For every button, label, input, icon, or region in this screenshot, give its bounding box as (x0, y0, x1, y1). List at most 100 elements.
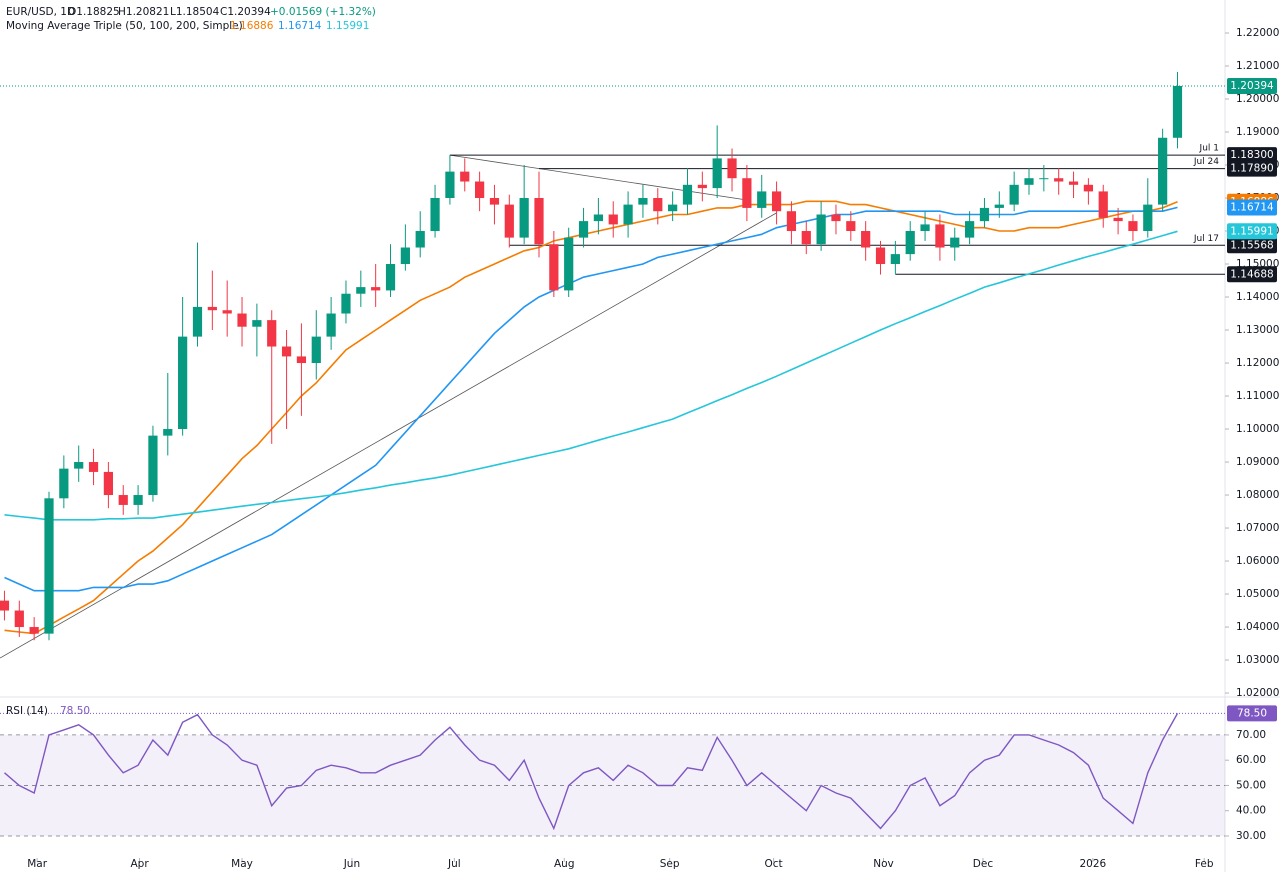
ma-badge (1227, 199, 1277, 216)
y-tick-label: 1.19000 (1236, 126, 1279, 138)
candle-body (148, 435, 158, 496)
y-tick-label: 1.03000 (1236, 654, 1279, 666)
y-tick-label: 1.22000 (1236, 27, 1279, 39)
ma-badge-label: 1.16714 (1230, 201, 1274, 213)
candle-body (430, 198, 440, 232)
candle-body (192, 306, 203, 337)
candle-body (846, 221, 856, 232)
candle-body (920, 224, 930, 232)
high-value: H1.20821 (118, 6, 169, 18)
y-tick-label: 1.04000 (1236, 621, 1279, 633)
candle-body (1054, 178, 1064, 182)
candle-body (59, 468, 69, 499)
x-tick-label: Oct (765, 858, 783, 870)
x-tick-label: Mar (27, 858, 47, 870)
candle-body (103, 471, 113, 496)
level-badge (1227, 160, 1277, 177)
candle-body (593, 214, 603, 222)
y-tick-label: 1.06000 (1236, 555, 1279, 567)
level-badge (1227, 237, 1277, 254)
candle-body (638, 198, 648, 205)
candle-body (653, 198, 663, 212)
y-tick-label: 1.20000 (1236, 93, 1279, 105)
candle-body (1039, 178, 1049, 180)
x-tick-label: May (231, 858, 253, 870)
level-badge-label: 1.17890 (1230, 163, 1273, 175)
candle-body (356, 287, 366, 294)
close-value: C1.20394 (220, 6, 271, 18)
candle-body (371, 287, 381, 291)
candle-body (178, 336, 188, 430)
candle-body (965, 221, 975, 238)
rsi-header-value: 78.50 (60, 705, 90, 717)
candle-body (935, 224, 945, 248)
candle-body (252, 320, 262, 327)
trendline (449, 154, 747, 201)
level-badge-label: 1.14688 (1230, 268, 1273, 280)
candle-body (385, 264, 396, 291)
x-tick-label: Jun (343, 858, 360, 870)
candle-body (1172, 86, 1183, 138)
ma-badge-label: 1.15991 (1230, 225, 1273, 237)
candle-body (222, 310, 232, 314)
candle-body (534, 198, 544, 245)
candle-body (979, 207, 990, 222)
candle-body (697, 184, 707, 189)
candle-body (415, 231, 425, 248)
y-tick-label: 1.08000 (1236, 489, 1279, 501)
x-tick-label: Nov (873, 858, 894, 870)
rsi-title: RSI (14) (6, 705, 48, 717)
price-badge-label: 1.20394 (1230, 80, 1274, 92)
candle-body (504, 204, 514, 238)
ma-value: 1.16714 (278, 20, 322, 32)
moving-average (4, 200, 1178, 635)
candle-body (1113, 217, 1123, 222)
candle-body (831, 214, 841, 222)
candle-body (861, 231, 871, 248)
candle-body (1024, 178, 1034, 185)
candle-body (1128, 221, 1138, 232)
candle-body (727, 158, 737, 179)
candle-body (994, 204, 1004, 208)
candle-body (445, 171, 455, 199)
candle-body (519, 198, 529, 238)
moving-average (4, 230, 1178, 521)
candle-body (74, 462, 84, 469)
candle-body (1158, 137, 1168, 205)
rsi-badge-label: 78.50 (1237, 707, 1267, 719)
candle-body (816, 214, 826, 245)
candle-body (1009, 184, 1019, 205)
ma-value: 1.15991 (326, 20, 369, 32)
candle-body (44, 498, 54, 634)
candle-body (207, 306, 217, 311)
rsi-tick-label: 70.00 (1236, 729, 1266, 741)
rsi-tick-label: 40.00 (1236, 805, 1266, 817)
change: +0.01569 (+1.32%) (270, 6, 376, 18)
candle-body (489, 198, 500, 205)
rsi-tick-label: 60.00 (1236, 754, 1266, 766)
candle-body (608, 214, 618, 225)
candle-body (341, 293, 351, 314)
plot: 1.02000 1.03000 1.04000 1.05000 1.06000 1.070… (0, 27, 1279, 870)
y-tick-label: 1.21000 (1236, 60, 1279, 72)
rsi-line (4, 713, 1179, 831)
candle-body (564, 237, 574, 291)
candle-body (712, 158, 722, 189)
candle-body (742, 178, 752, 208)
candle-body (757, 191, 767, 208)
candle-body (0, 600, 10, 611)
candle-body (801, 231, 811, 245)
rsi-band (0, 734, 1225, 837)
y-tick-label: 1.07000 (1236, 522, 1279, 534)
level-badge (1227, 266, 1277, 283)
level-badge-label: 1.18300 (1230, 149, 1273, 161)
candle-body (460, 171, 470, 182)
y-tick-label: 1.14000 (1236, 291, 1279, 303)
candle-body (578, 221, 589, 238)
ma-value: 1.16886 (230, 20, 274, 32)
y-tick-label: 1.05000 (1236, 588, 1279, 600)
candle-body (29, 627, 39, 634)
candle-body (682, 184, 693, 205)
price-badge (1227, 78, 1277, 95)
open-value: O1.18825 (68, 6, 120, 18)
